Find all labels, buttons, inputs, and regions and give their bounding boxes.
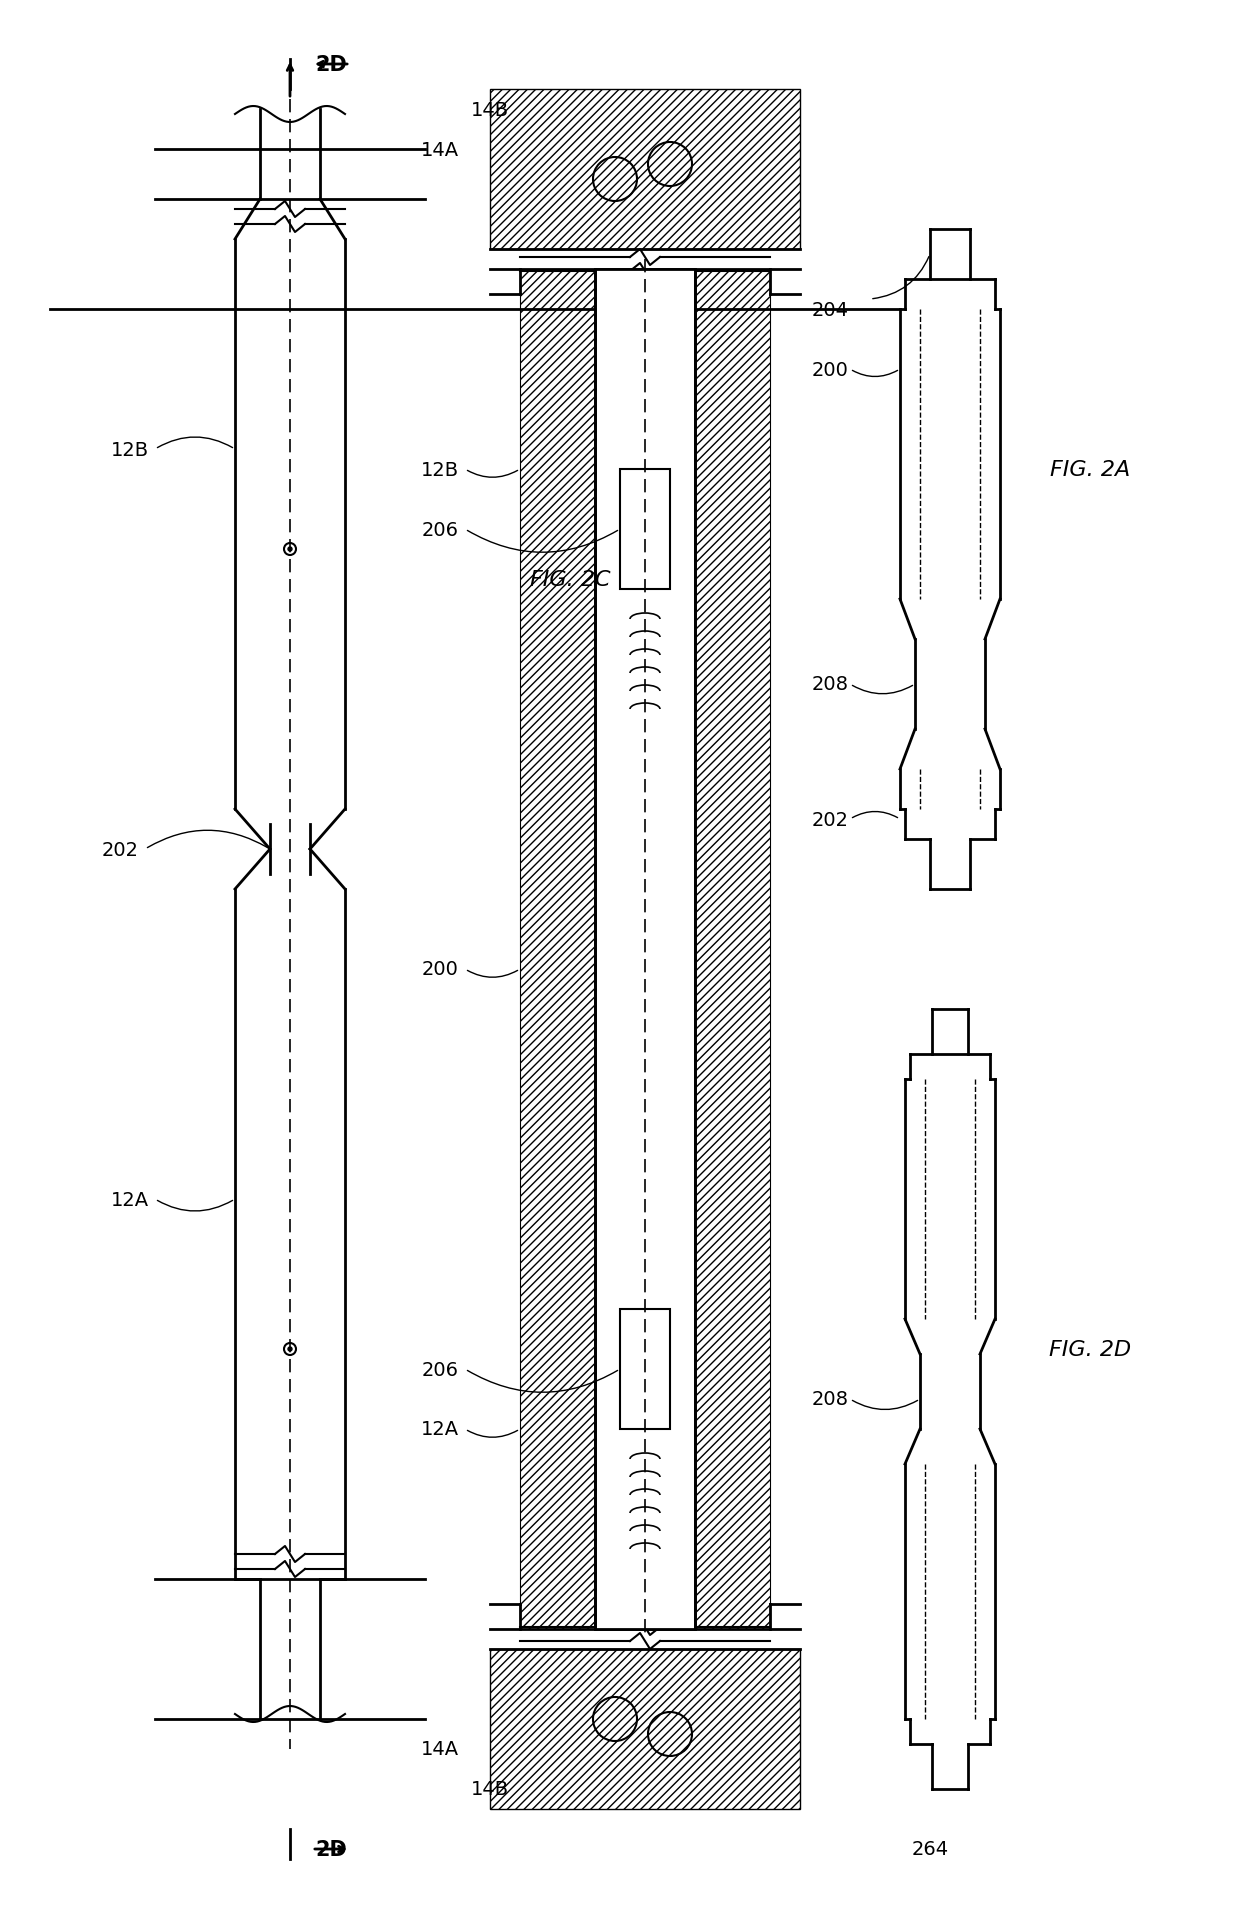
Bar: [490, 1650, 800, 1810]
Text: 206: 206: [422, 1360, 459, 1379]
Text: 2D: 2D: [315, 55, 347, 74]
Text: 202: 202: [102, 841, 139, 858]
Text: 12B: 12B: [420, 460, 459, 479]
Text: 14A: 14A: [420, 1739, 459, 1758]
Text: 14B: 14B: [471, 1779, 510, 1798]
Text: 14B: 14B: [471, 101, 510, 120]
Text: 12A: 12A: [420, 1419, 459, 1438]
Text: 202: 202: [811, 810, 848, 830]
Bar: [595, 271, 694, 1629]
Text: 208: 208: [811, 1390, 848, 1409]
Text: FIG. 2A: FIG. 2A: [1050, 460, 1130, 481]
Text: 206: 206: [422, 521, 459, 540]
Text: 264: 264: [911, 1840, 949, 1859]
Text: FIG. 2D: FIG. 2D: [1049, 1339, 1131, 1360]
Bar: [520, 271, 770, 1629]
Text: 204: 204: [811, 299, 848, 318]
Circle shape: [288, 1346, 291, 1352]
Text: 2D: 2D: [315, 1838, 347, 1859]
Text: 12B: 12B: [110, 441, 149, 460]
Text: 200: 200: [811, 360, 848, 379]
Circle shape: [288, 547, 291, 551]
Text: 208: 208: [811, 675, 848, 694]
Bar: [490, 90, 800, 250]
Text: 200: 200: [422, 959, 459, 978]
Bar: [620, 1310, 670, 1428]
Text: 14A: 14A: [420, 141, 459, 160]
Bar: [620, 469, 670, 589]
Text: FIG. 2C: FIG. 2C: [529, 570, 610, 589]
Text: 12A: 12A: [110, 1190, 149, 1209]
